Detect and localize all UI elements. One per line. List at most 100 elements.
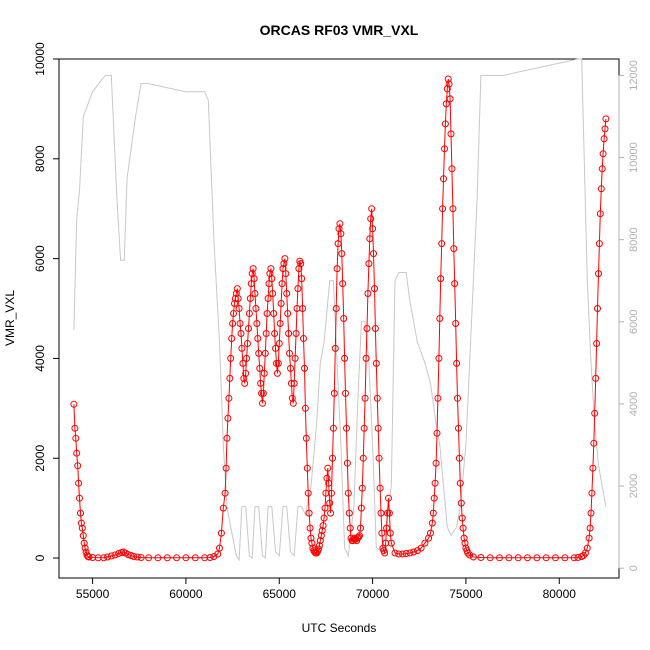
vmr-vxl-point [496, 554, 503, 562]
y2-tick-label: 10000 [628, 142, 640, 173]
vmr-vxl-point [154, 554, 162, 562]
vmr-vxl-point [450, 245, 458, 253]
vmr-vxl-point [387, 539, 395, 547]
vmr-vxl-point [358, 484, 366, 492]
vmr-vxl-point [290, 379, 298, 387]
vmr-vxl-point [368, 205, 376, 213]
vmr-vxl-point [227, 354, 235, 362]
vmr-vxl-point [372, 359, 380, 367]
x-tick-label: 80000 [543, 587, 577, 601]
vmr-vxl-point [77, 519, 85, 527]
vmr-vxl-point [589, 464, 597, 472]
vmr-vxl-point [594, 305, 601, 312]
vmr-vxl-point [514, 554, 522, 562]
vmr-vxl-point [280, 260, 288, 268]
vmr-vxl-point [258, 389, 265, 397]
vmr-vxl-point [367, 215, 375, 223]
vmr-vxl-point [334, 240, 342, 248]
vmr-vxl-point [366, 235, 374, 243]
vmr-vxl-point [288, 394, 296, 402]
vmr-vxl-point [252, 305, 260, 312]
vmr-vxl-point [458, 514, 466, 522]
vmr-vxl-point [254, 335, 262, 342]
vmr-vxl-point [339, 280, 347, 288]
vmr-vxl-point [317, 532, 325, 540]
vmr-vxl-point [342, 389, 349, 397]
vmr-vxl-point [255, 349, 263, 357]
vmr-vxl-point [346, 524, 354, 532]
vmr-vxl-point [104, 553, 111, 561]
vmr-vxl-point [191, 554, 199, 562]
vmr-vxl-point [282, 270, 290, 278]
vmr-vxl-point [431, 479, 439, 487]
vmr-vxl-point [524, 554, 531, 562]
vmr-vxl-point [222, 464, 230, 472]
vmr-vxl-point [230, 310, 237, 317]
vmr-vxl-point [223, 434, 231, 442]
vmr-vxl-point [344, 489, 352, 497]
vmr-vxl-point [421, 539, 429, 547]
vmr-vxl-point [441, 145, 448, 153]
x-tick-label: 65000 [263, 587, 297, 601]
vmr-vxl-point [440, 175, 447, 183]
y2-tick-label: 4000 [628, 392, 640, 416]
vmr-vxl-point [243, 354, 251, 362]
vmr-vxl-point [362, 354, 370, 362]
vmr-vxl-point [430, 494, 438, 502]
vmr-vxl-point [259, 389, 267, 397]
secondary-line [73, 58, 607, 562]
vmr-vxl-point [595, 240, 603, 248]
vmr-vxl-point [219, 504, 227, 512]
vmr-vxl-point [435, 354, 443, 362]
vmr-vxl-point [457, 499, 465, 507]
vmr-vxl-point [292, 330, 300, 337]
vmr-vxl-point [236, 320, 244, 327]
vmr-vxl-point [477, 554, 485, 561]
vmr-vxl-point [375, 454, 383, 462]
y2-tick-label: 6000 [628, 310, 640, 334]
vmr-vxl-point [437, 275, 445, 283]
vmr-vxl-point [451, 280, 459, 288]
vmr-vxl-point [244, 340, 251, 347]
y-tick-label: 10000 [33, 42, 47, 76]
vmr-vxl-point [277, 300, 285, 307]
vmr-vxl-point [308, 539, 316, 547]
vmr-vxl-point [359, 454, 367, 462]
secondary-series-line [73, 58, 607, 562]
vmr-vxl-point [385, 509, 393, 517]
vmr-vxl-point [600, 135, 608, 143]
y2-tick-label: 2000 [628, 474, 640, 498]
y2-tick-label: 8000 [628, 227, 640, 251]
vmr-vxl-point [137, 554, 145, 561]
vmr-vxl-point [249, 265, 257, 273]
vmr-vxl-point [590, 439, 598, 447]
vmr-vxl-point [229, 320, 237, 327]
vmr-vxl-point [283, 290, 291, 297]
vmr-vxl-point [325, 479, 333, 487]
vmr-vxl-point [455, 454, 463, 462]
vmr-vxl-point [410, 548, 418, 556]
vmr-vxl-point [360, 424, 368, 432]
vmr-vxl-point [268, 275, 276, 283]
vmr-vxl-point [332, 305, 340, 312]
vmr-vxl-point [262, 330, 270, 337]
vmr-vxl-point [376, 484, 384, 492]
vmr-vxl-point [340, 315, 348, 322]
vmr-vxl-point [287, 364, 294, 372]
vmr-vxl-point [596, 210, 604, 218]
vmr-vxl-point [432, 459, 440, 467]
vmr-vxl-point [459, 524, 467, 532]
vmr-vxl-point [383, 524, 391, 532]
vmr-vxl-line [73, 78, 607, 559]
vmr-vxl-point [79, 532, 87, 540]
vmr-vxl-point [449, 205, 457, 213]
vmr-vxl-point [583, 544, 591, 552]
vmr-vxl-point [231, 295, 239, 302]
vmr-vxl-point [267, 265, 275, 273]
y-tick-label: 8000 [33, 145, 47, 172]
vmr-vxl-point [454, 394, 461, 402]
vmr-vxl-point [261, 349, 269, 357]
vmr-vxl-point [406, 549, 414, 557]
vmr-vxl-point [345, 509, 353, 517]
